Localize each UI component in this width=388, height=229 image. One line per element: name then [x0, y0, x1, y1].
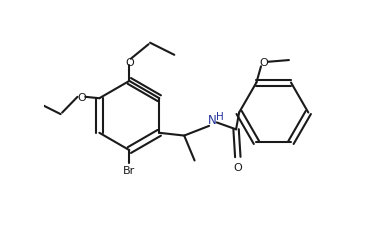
Text: O: O: [234, 163, 242, 173]
Text: H: H: [216, 111, 223, 121]
Text: Br: Br: [123, 165, 135, 175]
Text: N: N: [208, 114, 217, 127]
Text: O: O: [77, 93, 86, 102]
Text: O: O: [260, 57, 268, 68]
Text: O: O: [125, 57, 134, 68]
